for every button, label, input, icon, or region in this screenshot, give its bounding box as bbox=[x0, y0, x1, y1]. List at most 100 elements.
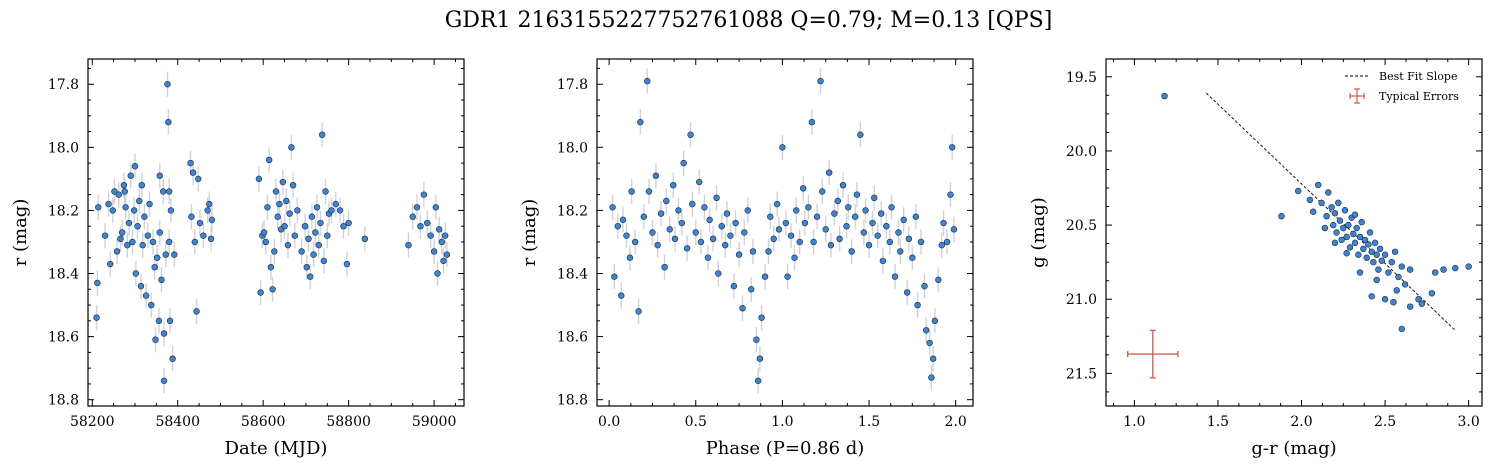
data-point bbox=[151, 264, 158, 271]
best-fit-line bbox=[1205, 92, 1456, 331]
data-point bbox=[631, 238, 639, 246]
data-point bbox=[649, 229, 656, 236]
data-point bbox=[94, 279, 101, 287]
data-point bbox=[171, 251, 178, 258]
data-point bbox=[678, 219, 686, 227]
data-point bbox=[836, 235, 843, 243]
data-point bbox=[193, 308, 200, 315]
data-point bbox=[1401, 281, 1409, 288]
data-point bbox=[124, 241, 131, 249]
data-point bbox=[436, 226, 443, 233]
data-point bbox=[1351, 239, 1359, 247]
data-point bbox=[105, 200, 112, 208]
data-point bbox=[336, 207, 344, 214]
data-point bbox=[661, 264, 668, 271]
data-point bbox=[160, 330, 168, 337]
data-point bbox=[767, 213, 774, 220]
data-point bbox=[897, 248, 904, 255]
data-point bbox=[722, 241, 729, 249]
data-point bbox=[671, 235, 679, 243]
data-point bbox=[753, 336, 760, 343]
data-point bbox=[637, 118, 644, 126]
data-point bbox=[611, 273, 618, 280]
data-point bbox=[301, 222, 309, 230]
data-point bbox=[862, 207, 869, 214]
data-point bbox=[1428, 290, 1436, 297]
data-point bbox=[1365, 241, 1372, 248]
data-point bbox=[739, 305, 746, 312]
lightcurve-plot-area bbox=[93, 71, 451, 394]
x-tick-label: 1.5 bbox=[1207, 414, 1229, 430]
data-point bbox=[663, 197, 670, 205]
data-point bbox=[317, 219, 324, 227]
phasecurve-axes-frame bbox=[596, 58, 974, 407]
data-point bbox=[257, 289, 264, 296]
data-point bbox=[120, 181, 128, 189]
colormag-panel: 1.0 1.5 2.0 2.5 3.0 19.5 20.0 20.5 21.0 21.5 g-r (… bbox=[1028, 58, 1483, 459]
data-point bbox=[206, 200, 213, 208]
data-point bbox=[697, 238, 705, 246]
data-point bbox=[438, 238, 445, 246]
data-point bbox=[657, 210, 665, 217]
data-point bbox=[1440, 266, 1447, 273]
data-point bbox=[286, 210, 293, 217]
data-point bbox=[1398, 263, 1405, 270]
data-point bbox=[272, 188, 280, 195]
data-point bbox=[204, 207, 211, 214]
data-point bbox=[283, 197, 290, 205]
colormag-plot-area bbox=[1127, 92, 1472, 379]
data-point bbox=[284, 241, 292, 249]
data-point bbox=[139, 241, 146, 249]
data-point bbox=[1360, 245, 1367, 253]
data-point bbox=[940, 219, 947, 227]
data-point bbox=[169, 355, 176, 362]
data-point bbox=[1452, 264, 1459, 272]
data-point bbox=[1356, 233, 1364, 241]
data-point bbox=[640, 213, 647, 220]
x-tick-label: 0.5 bbox=[685, 414, 707, 430]
data-point bbox=[165, 238, 173, 246]
data-point bbox=[614, 222, 621, 230]
data-point bbox=[142, 292, 150, 299]
data-point bbox=[774, 200, 781, 208]
lightcurve-y-axis-label: r (mag) bbox=[10, 199, 31, 267]
data-point bbox=[626, 254, 634, 261]
data-point bbox=[1341, 207, 1349, 214]
data-point bbox=[810, 238, 817, 246]
data-point bbox=[121, 188, 128, 195]
data-point bbox=[1325, 189, 1332, 196]
data-point bbox=[187, 159, 194, 167]
data-point bbox=[1346, 244, 1354, 251]
data-point bbox=[1373, 276, 1380, 284]
data-point bbox=[430, 248, 438, 255]
data-point bbox=[191, 238, 199, 246]
data-point bbox=[905, 235, 913, 243]
data-point bbox=[343, 260, 351, 268]
data-point bbox=[683, 245, 691, 252]
y-tick-label: 18.8 bbox=[48, 393, 79, 409]
data-point bbox=[758, 314, 765, 321]
data-point bbox=[1321, 224, 1329, 232]
data-point bbox=[827, 241, 835, 249]
legend-entry: Typical Errors bbox=[1379, 90, 1459, 103]
data-point bbox=[1161, 92, 1168, 100]
data-point bbox=[117, 235, 124, 243]
data-point bbox=[1385, 269, 1392, 276]
data-point bbox=[796, 238, 803, 246]
colormag-ticks bbox=[1106, 59, 1482, 406]
data-point bbox=[417, 222, 424, 230]
data-point bbox=[666, 226, 673, 233]
data-point bbox=[718, 222, 725, 230]
data-point bbox=[1418, 300, 1426, 307]
data-point bbox=[188, 213, 195, 220]
y-tick-label: 18.2 bbox=[557, 203, 588, 219]
data-point bbox=[288, 144, 295, 151]
data-point bbox=[196, 219, 204, 227]
data-point bbox=[1376, 245, 1384, 253]
data-point bbox=[619, 216, 627, 224]
data-point bbox=[819, 188, 826, 195]
data-point bbox=[921, 282, 928, 290]
data-point bbox=[1395, 273, 1402, 281]
data-point bbox=[782, 219, 790, 227]
